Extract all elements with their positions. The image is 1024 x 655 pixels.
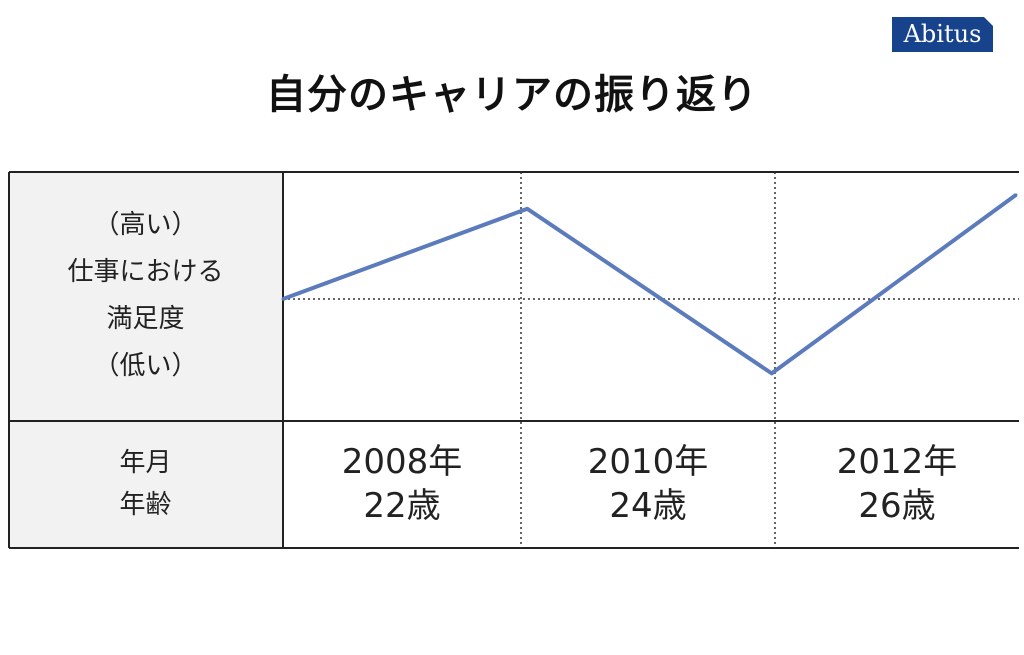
y-axis-label-high: （高い） xyxy=(93,210,198,240)
category-cell-2012: 2012年 26歳 xyxy=(775,421,1019,547)
data-point xyxy=(1014,193,1018,197)
category-cell-2008: 2008年 22歳 xyxy=(283,421,521,547)
category-age-label: 22歳 xyxy=(363,486,441,526)
abitus-logo: Abitus xyxy=(892,17,993,52)
category-year-label: 2012年 xyxy=(836,442,958,482)
category-year-label: 2008年 xyxy=(341,442,463,482)
data-point xyxy=(525,207,529,211)
page-title: 自分のキャリアの振り返り xyxy=(266,72,758,118)
x-axis-label-age: 年齢 xyxy=(119,490,172,520)
data-point xyxy=(281,297,285,301)
category-year-label: 2010年 xyxy=(587,442,709,482)
y-axis-label: （高い） 仕事における 満足度 （低い） xyxy=(9,172,282,420)
category-age-label: 26歳 xyxy=(858,486,936,526)
satisfaction-line xyxy=(282,193,1018,376)
data-point xyxy=(770,371,774,375)
y-axis-label-low: （低い） xyxy=(93,351,198,381)
x-label-cell xyxy=(9,421,282,547)
x-axis-label: 年月 年齢 xyxy=(9,421,282,547)
y-axis-label-line2: 満足度 xyxy=(106,304,185,334)
category-cell-2010: 2010年 24歳 xyxy=(521,421,775,547)
category-age-label: 24歳 xyxy=(609,486,687,526)
x-axis-label-date: 年月 xyxy=(119,448,172,478)
y-axis-label-line1: 仕事における xyxy=(67,257,224,287)
y-label-cell xyxy=(9,172,282,420)
